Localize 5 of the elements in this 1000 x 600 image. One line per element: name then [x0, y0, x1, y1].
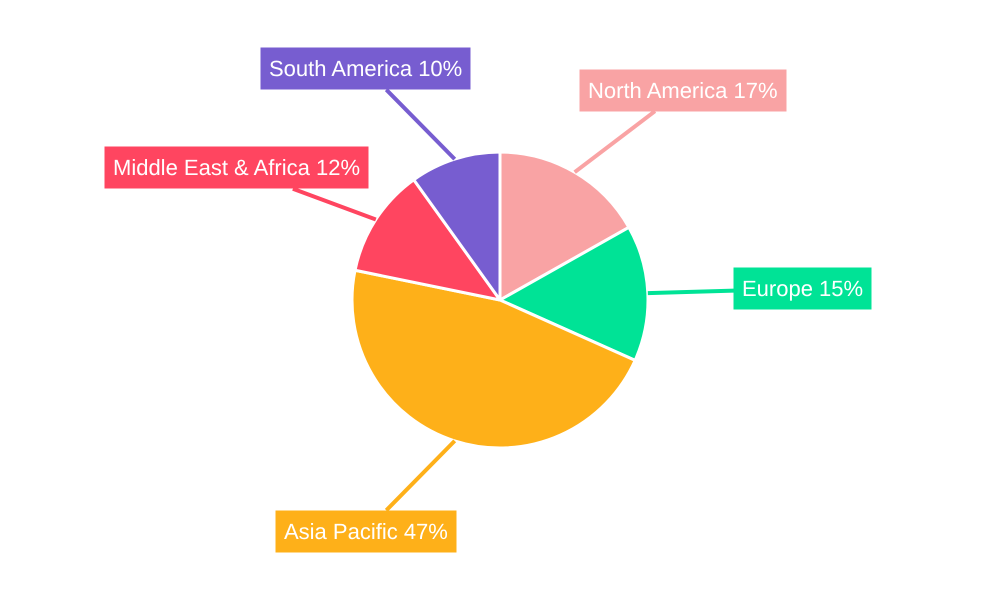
slice-label: South America 10%: [269, 56, 462, 81]
slice-label: Europe 15%: [742, 276, 864, 301]
slice-label: Middle East & Africa 12%: [113, 155, 360, 180]
slice-label: Asia Pacific 47%: [284, 519, 448, 544]
slice-label: North America 17%: [588, 78, 778, 103]
